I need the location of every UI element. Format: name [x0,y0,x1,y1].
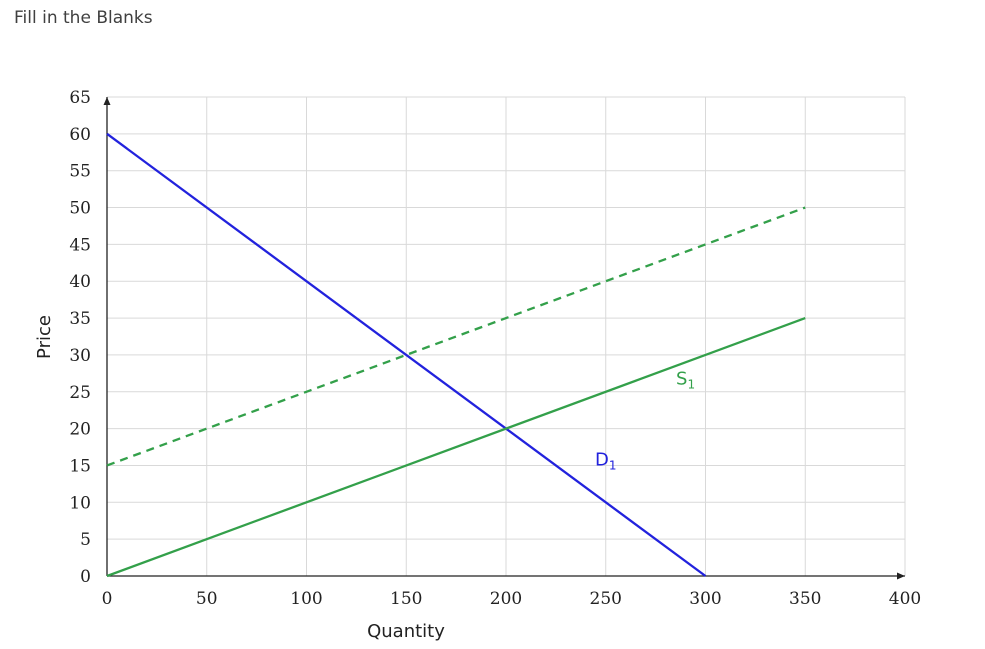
chart-axes [103,97,905,580]
x-tick-label: 150 [390,589,422,609]
series-line-dashed-2 [106,206,806,467]
y-tick-label: 10 [69,493,91,513]
y-tick-label: 30 [69,346,91,366]
x-tick-label: 100 [290,589,322,609]
y-tick-label: 25 [69,383,91,403]
x-tick-label: 50 [196,589,218,609]
x-axis-title: Quantity [367,621,445,642]
series-line-s1 [106,316,806,578]
series-labels: D1 S1 [595,368,695,472]
x-tick-label: 300 [689,589,721,609]
chart-grid [107,96,906,576]
y-tick-label: 20 [69,420,91,440]
series-label-d1: D1 [595,449,617,472]
series-label-s1: S1 [676,368,695,391]
y-tick-label: 5 [80,530,91,550]
y-tick-label: 65 [69,88,91,108]
series-line-d1 [106,132,707,577]
y-tick-labels: 0 5 10 15 20 25 30 35 40 45 50 55 60 65 [69,88,91,587]
y-tick-label: 0 [80,567,91,587]
x-tick-label: 200 [490,589,522,609]
x-tick-label: 400 [889,589,921,609]
x-tick-label: 350 [789,589,821,609]
y-tick-label: 55 [69,162,91,182]
y-tick-label: 45 [69,235,91,255]
y-tick-label: 60 [69,125,91,145]
x-tick-labels: 0 50 100 150 200 250 300 350 400 [102,589,922,609]
y-axis-arrow [103,97,111,105]
y-tick-label: 15 [69,456,91,476]
x-tick-label: 250 [590,589,622,609]
x-tick-label: 0 [102,589,113,609]
y-tick-label: 50 [69,199,91,219]
series-lines [106,132,806,578]
x-axis-arrow [897,572,905,580]
y-axis-title: Price [34,315,55,359]
y-tick-label: 35 [69,309,91,329]
y-tick-label: 40 [69,272,91,292]
page-title: Fill in the Blanks [14,8,153,28]
